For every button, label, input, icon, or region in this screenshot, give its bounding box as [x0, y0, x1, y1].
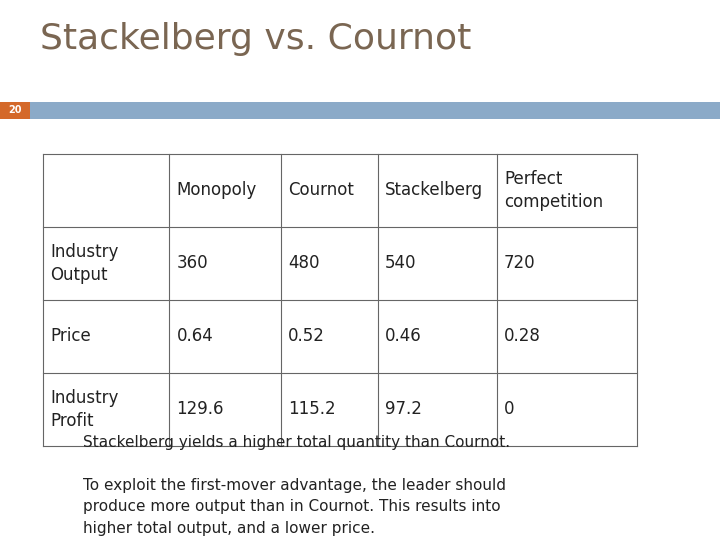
Text: Cournot: Cournot: [288, 181, 354, 199]
Text: Stackelberg vs. Cournot: Stackelberg vs. Cournot: [40, 22, 471, 56]
Text: Perfect
competition: Perfect competition: [504, 170, 603, 211]
Text: 115.2: 115.2: [288, 400, 336, 418]
Text: 360: 360: [176, 254, 208, 272]
Text: Industry
Output: Industry Output: [50, 243, 119, 284]
Text: 0.46: 0.46: [385, 327, 422, 345]
Text: 0.52: 0.52: [288, 327, 325, 345]
Text: 480: 480: [288, 254, 320, 272]
Text: 0.28: 0.28: [504, 327, 541, 345]
Text: Monopoly: Monopoly: [176, 181, 256, 199]
Text: Industry
Profit: Industry Profit: [50, 389, 119, 429]
Text: 129.6: 129.6: [176, 400, 224, 418]
Bar: [0, 102, 30, 119]
Text: 720: 720: [504, 254, 536, 272]
Text: To exploit the first-mover advantage, the leader should
produce more output than: To exploit the first-mover advantage, th…: [83, 478, 505, 536]
Bar: [0, 102, 720, 119]
Text: Price: Price: [50, 327, 91, 345]
Text: 540: 540: [385, 254, 417, 272]
Text: Stackelberg: Stackelberg: [385, 181, 483, 199]
Text: 20: 20: [9, 105, 22, 115]
Text: 0.64: 0.64: [176, 327, 213, 345]
Text: Stackelberg yields a higher total quantity than Cournot.: Stackelberg yields a higher total quanti…: [83, 435, 510, 450]
Text: 97.2: 97.2: [385, 400, 422, 418]
Text: 0: 0: [504, 400, 515, 418]
